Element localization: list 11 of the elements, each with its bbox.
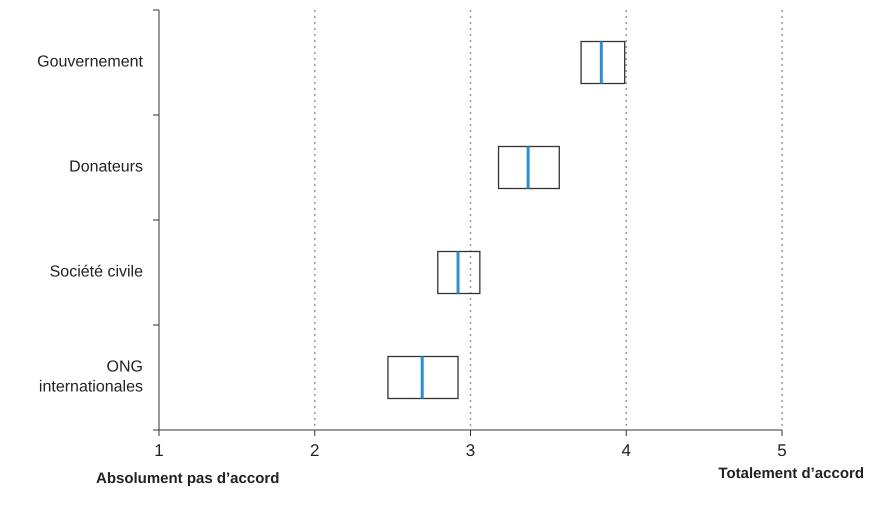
text: Absolument pas d’accord: [96, 470, 280, 487]
y-tick-label: Gouvernement: [37, 54, 144, 71]
y-tick-label: ONG internationales: [38, 358, 143, 396]
x-tick-label: 3: [466, 441, 476, 460]
x-tick-label: 1: [154, 441, 164, 460]
text: Totalement d’accord: [718, 465, 864, 482]
y-tick-label: Société civile: [50, 264, 144, 281]
x-tick-label: 4: [622, 441, 631, 460]
y-tick-label: Donateurs: [69, 158, 143, 176]
x-tick-label: 5: [777, 441, 787, 460]
x-tick-label: 2: [310, 441, 320, 460]
